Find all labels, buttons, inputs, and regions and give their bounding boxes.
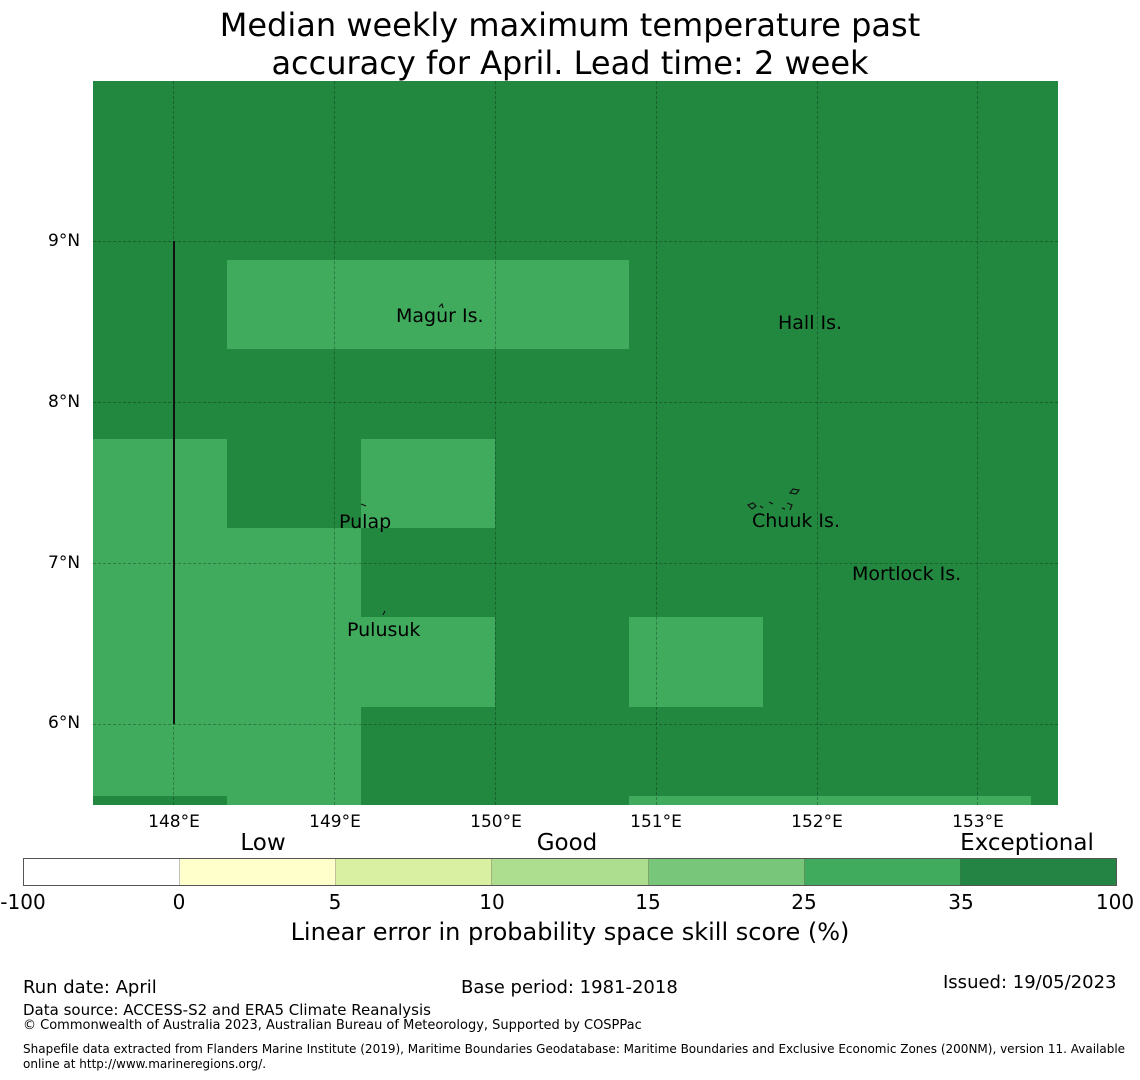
good-region xyxy=(361,439,495,528)
legend-category-good: Good xyxy=(536,830,598,856)
good-region xyxy=(629,617,763,707)
legend-category-low: Low xyxy=(240,830,286,856)
y-tick-label: 7°N xyxy=(48,553,81,573)
good-region xyxy=(93,796,227,805)
gridline xyxy=(977,81,978,805)
colorbar-segment xyxy=(960,859,1116,885)
good-region xyxy=(629,796,1031,805)
place-label-pulap: Pulap xyxy=(339,511,392,533)
x-tick-label: 149°E xyxy=(309,812,361,832)
issued-date: Issued: 19/05/2023 xyxy=(943,972,1117,993)
gridline xyxy=(93,563,1058,564)
y-tick-label: 9°N xyxy=(48,231,81,251)
boundary-line xyxy=(173,241,175,724)
gridline xyxy=(656,81,657,805)
x-tick-label: 148°E xyxy=(148,812,200,832)
colorbar-tick: 5 xyxy=(328,890,342,914)
data-source: Data source: ACCESS-S2 and ERA5 Climate … xyxy=(23,1001,431,1019)
colorbar-segment xyxy=(492,859,649,885)
colorbar-segment xyxy=(336,859,493,885)
copyright: © Commonwealth of Australia 2023, Austra… xyxy=(23,1018,642,1033)
x-tick-label: 153°E xyxy=(952,812,1004,832)
x-tick-label: 150°E xyxy=(470,812,522,832)
y-tick-label: 8°N xyxy=(48,392,81,412)
colorbar-tick: 25 xyxy=(791,890,817,914)
map-title: Median weekly maximum temperature past a… xyxy=(0,6,1140,82)
colorbar-tick: 35 xyxy=(948,890,974,914)
gridline xyxy=(817,81,818,805)
island-outline xyxy=(382,610,386,616)
gridline xyxy=(495,81,496,805)
colorbar-segment xyxy=(180,859,337,885)
place-label-mortlock: Mortlock Is. xyxy=(852,563,962,585)
colorbar-tick: 15 xyxy=(635,890,661,914)
island-outlines xyxy=(360,302,801,616)
island-outline xyxy=(438,302,444,309)
good-region xyxy=(227,528,361,805)
island-outline xyxy=(360,503,367,507)
colorbar-segment xyxy=(24,859,181,885)
good-region xyxy=(93,439,227,805)
colorbar-segment xyxy=(804,859,961,885)
title-line-1: Median weekly maximum temperature past xyxy=(219,6,921,44)
x-tick-label: 152°E xyxy=(791,812,843,832)
place-label-magur: Magur Is. xyxy=(396,305,484,327)
title-line-2: accuracy for April. Lead time: 2 week xyxy=(271,44,869,82)
gridline xyxy=(93,241,1058,242)
colorbar-label: Linear error in probability space skill … xyxy=(290,918,850,946)
place-label-pulusuk: Pulusuk xyxy=(347,619,421,641)
skill-map: Magur Is. Hall Is. Pulap Chuuk Is. Mortl… xyxy=(93,81,1058,805)
colorbar-tick: 10 xyxy=(479,890,505,914)
colorbar-tick: -100 xyxy=(0,890,46,914)
y-tick-label: 6°N xyxy=(48,713,81,733)
x-tick-label: 151°E xyxy=(630,812,682,832)
run-date: Run date: April xyxy=(23,977,157,998)
gridline xyxy=(93,402,1058,403)
gridline xyxy=(334,81,335,805)
colorbar-tick: 0 xyxy=(172,890,186,914)
gridline xyxy=(93,724,1058,725)
place-label-chuuk: Chuuk Is. xyxy=(752,510,840,532)
good-region xyxy=(227,260,629,349)
shapefile-credit-2: online at http://www.marineregions.org/. xyxy=(23,1057,267,1071)
colorbar xyxy=(23,858,1117,886)
base-period: Base period: 1981-2018 xyxy=(461,977,678,998)
colorbar-tick: 100 xyxy=(1095,890,1135,914)
shapefile-credit-1: Shapefile data extracted from Flanders M… xyxy=(23,1042,1126,1056)
place-label-hall: Hall Is. xyxy=(778,312,843,334)
island-outline xyxy=(746,488,801,511)
good-region xyxy=(361,617,495,707)
legend-category-exceptional: Exceptional xyxy=(960,830,1094,856)
colorbar-segment xyxy=(648,859,805,885)
